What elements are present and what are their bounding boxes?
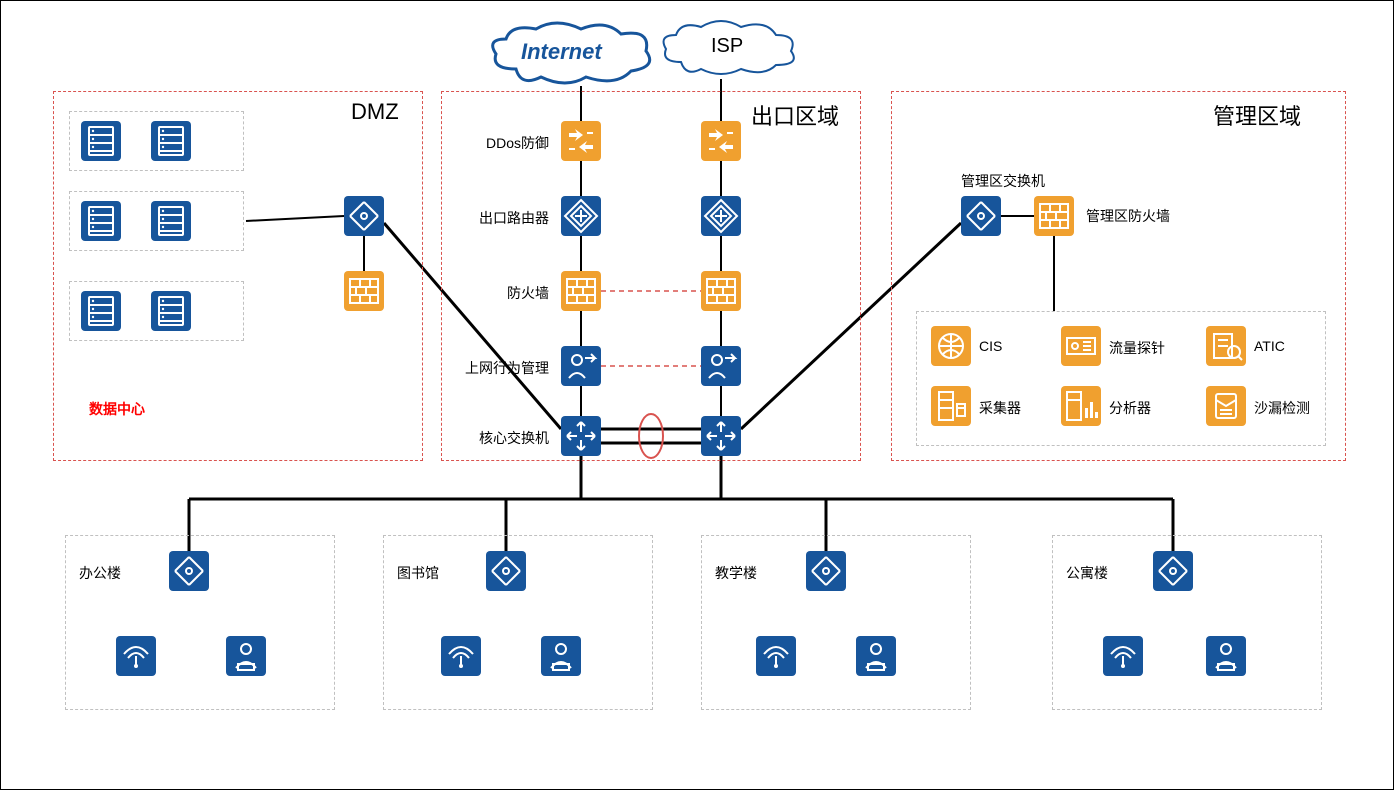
mgmt-svc-4-icon xyxy=(1061,386,1101,426)
isp-label: ISP xyxy=(711,35,743,58)
dc-server-5 xyxy=(151,291,191,331)
dc-server-2 xyxy=(81,201,121,241)
building-user-2 xyxy=(856,636,896,676)
building-wifi-1 xyxy=(441,636,481,676)
mgmt-svc-0-label: CIS xyxy=(979,338,1002,354)
mgmt-svc-5-label: 沙漏检测 xyxy=(1254,398,1310,418)
egress-left-behavior-icon xyxy=(561,346,601,386)
building-user-1 xyxy=(541,636,581,676)
building-user-0 xyxy=(226,636,266,676)
egress-left-ddos-icon xyxy=(561,121,601,161)
diagram-canvas: Internet ISP DMZ 出口区域 管理区域 数据中心 xyxy=(0,0,1394,790)
zone-mgmt-title: 管理区域 xyxy=(1213,99,1301,131)
zone-dmz-title: DMZ xyxy=(351,99,399,125)
egress-left-fw-icon xyxy=(561,271,601,311)
isp-cloud: ISP xyxy=(656,17,801,79)
dc-server-3 xyxy=(151,201,191,241)
egress-label-core: 核心交换机 xyxy=(449,428,549,448)
egress-right-fw-icon xyxy=(701,271,741,311)
egress-label-router: 出口路由器 xyxy=(449,208,549,228)
egress-right-router-icon xyxy=(701,196,741,236)
mgmt-svc-1-icon xyxy=(1061,326,1101,366)
mgmt-firewall-icon xyxy=(1034,196,1074,236)
building-switch-2 xyxy=(806,551,846,591)
internet-label: Internet xyxy=(521,39,602,65)
mgmt-switch-icon xyxy=(961,196,1001,236)
datacenter-label: 数据中心 xyxy=(89,399,145,419)
building-wifi-0 xyxy=(116,636,156,676)
egress-label-fw: 防火墙 xyxy=(449,283,549,303)
mgmt-svc-2-icon xyxy=(1206,326,1246,366)
mgmt-switch-label: 管理区交换机 xyxy=(961,171,1045,191)
mgmt-svc-2-label: ATIC xyxy=(1254,338,1285,354)
dmz-switch-icon xyxy=(344,196,384,236)
mgmt-svc-3-icon xyxy=(931,386,971,426)
zone-egress-title: 出口区域 xyxy=(751,99,839,131)
building-label-3: 公寓楼 xyxy=(1066,563,1108,583)
mgmt-firewall-label: 管理区防火墙 xyxy=(1086,206,1170,226)
mgmt-svc-4-label: 分析器 xyxy=(1109,398,1151,418)
dc-server-4 xyxy=(81,291,121,331)
egress-right-behavior-icon xyxy=(701,346,741,386)
mgmt-svc-3-label: 采集器 xyxy=(979,398,1021,418)
building-switch-1 xyxy=(486,551,526,591)
egress-label-ddos: DDos防御 xyxy=(449,133,549,153)
building-label-0: 办公楼 xyxy=(79,563,121,583)
mgmt-services-box xyxy=(916,311,1326,446)
dc-server-0 xyxy=(81,121,121,161)
building-label-1: 图书馆 xyxy=(397,563,439,583)
building-wifi-3 xyxy=(1103,636,1143,676)
egress-label-behavior: 上网行为管理 xyxy=(449,358,549,378)
dc-server-1 xyxy=(151,121,191,161)
building-wifi-2 xyxy=(756,636,796,676)
dmz-firewall-icon xyxy=(344,271,384,311)
internet-cloud: Internet xyxy=(486,19,646,89)
mgmt-svc-0-icon xyxy=(931,326,971,366)
mgmt-svc-1-label: 流量探针 xyxy=(1109,338,1165,358)
building-switch-0 xyxy=(169,551,209,591)
building-label-2: 教学楼 xyxy=(715,563,757,583)
egress-right-core-icon xyxy=(701,416,741,456)
egress-left-core-icon xyxy=(561,416,601,456)
building-user-3 xyxy=(1206,636,1246,676)
building-switch-3 xyxy=(1153,551,1193,591)
egress-right-ddos-icon xyxy=(701,121,741,161)
mgmt-svc-5-icon xyxy=(1206,386,1246,426)
egress-left-router-icon xyxy=(561,196,601,236)
